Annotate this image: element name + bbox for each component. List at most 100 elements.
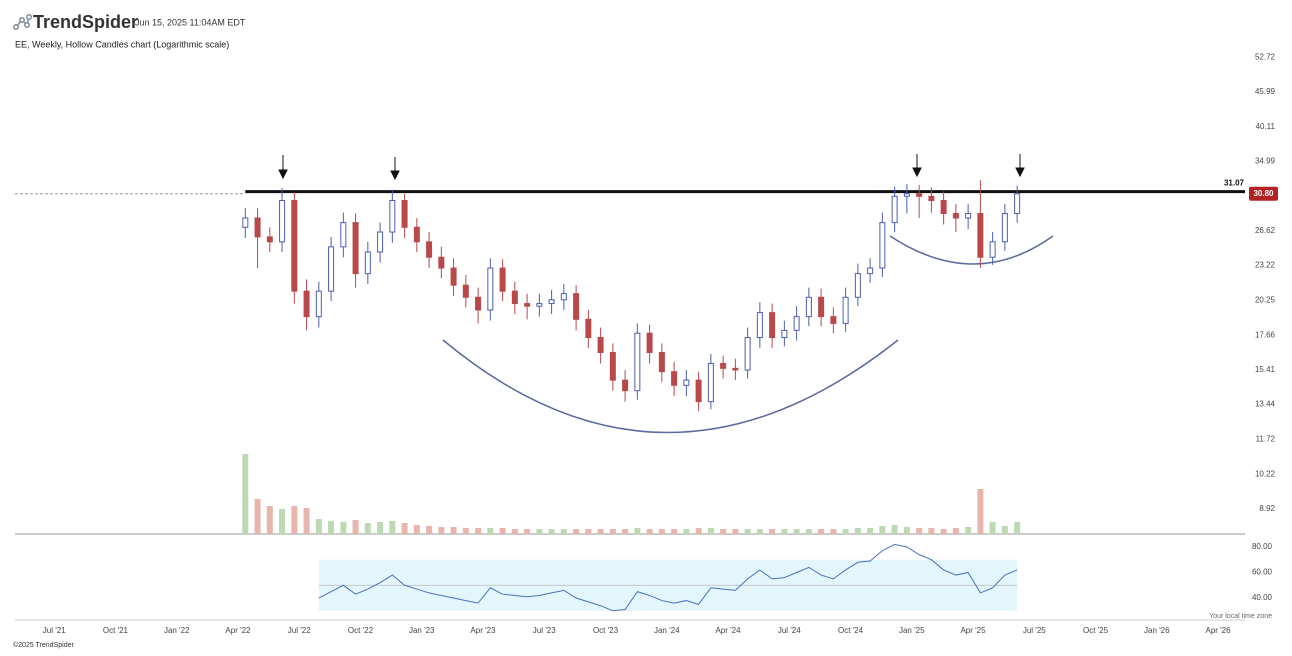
- candle-body: [744, 337, 751, 371]
- timezone-note: Your local time zone: [1209, 613, 1272, 620]
- candle-body: [524, 303, 531, 307]
- volume-bar: [352, 520, 359, 534]
- candle-body: [1014, 193, 1021, 215]
- volume-bar: [622, 529, 629, 534]
- candle-body: [560, 293, 567, 301]
- volume-bar: [1014, 522, 1021, 534]
- x-tick-label: Jan '24: [654, 626, 680, 635]
- candle-body: [511, 290, 518, 305]
- candle-body: [867, 267, 874, 275]
- volume-bar: [940, 529, 947, 534]
- candle-body: [781, 329, 788, 339]
- volume-bar: [756, 529, 763, 534]
- volume-bar: [462, 528, 469, 534]
- volume-bar: [487, 528, 494, 534]
- volume-bar: [965, 527, 972, 534]
- candle-body: [254, 217, 261, 238]
- volume-bar: [1001, 526, 1008, 534]
- candle-body: [536, 303, 543, 307]
- x-tick-label: Jan '26: [1144, 626, 1170, 635]
- candle-body: [720, 363, 727, 369]
- candle-body: [683, 379, 690, 386]
- volume-bar: [524, 529, 531, 534]
- volume-bar: [340, 522, 347, 534]
- candle-body: [622, 379, 629, 392]
- candle-body: [940, 199, 947, 215]
- candle-body: [413, 226, 420, 243]
- y-tick-label: 23.22: [1255, 261, 1276, 270]
- handle-curve: [889, 235, 1054, 265]
- candle-body: [830, 316, 837, 324]
- y-tick-label: 45.99: [1255, 87, 1276, 96]
- volume-bar: [450, 527, 457, 534]
- volume-bar: [781, 529, 788, 534]
- volume-bar: [793, 529, 800, 534]
- candle-body: [352, 222, 359, 275]
- candle-body: [695, 379, 702, 403]
- x-tick-label: Jul '24: [778, 626, 801, 635]
- x-tick-label: Oct '24: [838, 626, 864, 635]
- logo-icon: [13, 14, 32, 30]
- volume-bar: [646, 529, 653, 534]
- x-tick-label: Jul '23: [533, 626, 556, 635]
- cup-curve: [442, 339, 899, 434]
- copyright: ©2025 TrendSpider: [13, 641, 74, 649]
- volume-bar: [916, 528, 923, 534]
- rsi-tick-label: 40.00: [1252, 593, 1273, 602]
- candle-body: [426, 241, 433, 258]
- candle-body: [475, 296, 482, 311]
- volume-bar: [315, 519, 322, 534]
- arrows: [278, 154, 1025, 181]
- candle-body: [842, 296, 849, 324]
- volume-bar: [536, 529, 543, 534]
- volume-bar: [560, 529, 567, 534]
- x-tick-label: Jul '25: [1023, 626, 1046, 635]
- x-tick-label: Oct '23: [593, 626, 619, 635]
- brand: TrendSpider: [33, 12, 138, 32]
- volume-bar: [266, 506, 273, 534]
- candle-body: [646, 332, 653, 353]
- volume-bar: [499, 528, 506, 534]
- volume-bar: [903, 527, 910, 534]
- candle-body: [291, 199, 298, 292]
- candle-body: [732, 367, 739, 371]
- x-tick-label: Apr '26: [1205, 626, 1231, 635]
- volume-bar: [891, 525, 898, 534]
- volume-bar: [475, 528, 482, 534]
- candle-body: [928, 195, 935, 201]
- y-tick-label: 11.72: [1256, 435, 1276, 444]
- rsi-line: [318, 543, 1018, 612]
- x-tick-label: Apr '23: [470, 626, 496, 635]
- annotations: [442, 235, 1054, 434]
- volume-bar: [854, 528, 861, 534]
- y-tick-label: 26.62: [1255, 226, 1276, 235]
- candle-body: [916, 193, 923, 197]
- x-tick-label: Jul '22: [288, 626, 311, 635]
- volume-bar: [842, 529, 849, 534]
- candle-body: [671, 371, 678, 386]
- volume-bar: [805, 529, 812, 534]
- volume-bar: [744, 529, 751, 534]
- x-tick-label: Jul '21: [43, 626, 66, 635]
- x-tick-label: Apr '25: [960, 626, 986, 635]
- volume-bar: [389, 521, 396, 534]
- candle-body: [965, 213, 972, 219]
- candle-body: [609, 351, 616, 381]
- y-tick-label: 10.22: [1255, 469, 1276, 478]
- y-tick-label: 8.92: [1259, 504, 1275, 513]
- level-label: 31.07: [1224, 179, 1245, 188]
- volume-bar: [401, 523, 408, 534]
- chart-title: EE, Weekly, Hollow Candles chart (Logari…: [15, 39, 229, 49]
- volume-bar: [303, 508, 310, 534]
- candle-body: [389, 199, 396, 233]
- candle-body: [597, 337, 604, 353]
- candle-body: [242, 217, 249, 228]
- candle-body: [401, 199, 408, 228]
- volume-bar: [830, 529, 837, 534]
- volume-bar: [879, 526, 886, 534]
- volume-bar: [548, 529, 555, 534]
- candle-body: [364, 251, 371, 275]
- candle-body: [266, 236, 273, 243]
- x-tick-label: Apr '24: [715, 626, 741, 635]
- rsi-tick-label: 60.00: [1252, 568, 1273, 577]
